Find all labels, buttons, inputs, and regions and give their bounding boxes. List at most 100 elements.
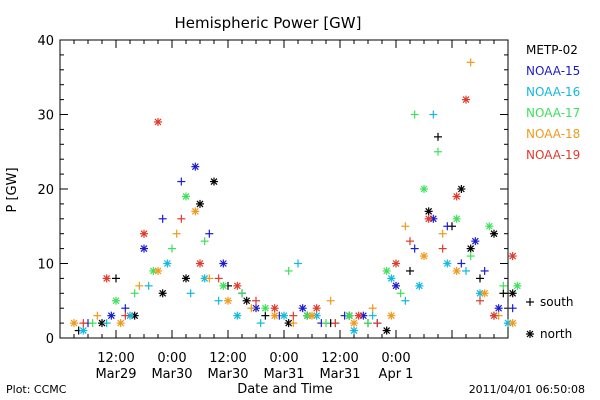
data-points <box>70 58 522 335</box>
marker-symbol-south <box>526 298 534 306</box>
point-south <box>322 319 330 328</box>
y-tick-label: 20 <box>37 183 54 198</box>
point-north <box>158 289 167 298</box>
legend-entry: NOAA-19 <box>526 148 580 162</box>
y-tick-label: 40 <box>37 34 54 49</box>
point-south <box>88 319 97 328</box>
point-south <box>102 319 111 328</box>
footer-left: Plot: CCMC <box>6 383 67 396</box>
point-south <box>158 214 167 223</box>
point-north <box>219 281 228 290</box>
point-south <box>247 304 256 313</box>
point-south <box>256 319 265 328</box>
point-south <box>130 289 139 298</box>
point-south <box>294 259 302 268</box>
point-south <box>406 266 414 275</box>
point-north <box>387 274 396 283</box>
y-tick-label: 30 <box>37 109 54 124</box>
x-tick-label-time: 0:00 <box>381 351 410 366</box>
series-noaa-19 <box>79 95 517 328</box>
point-south <box>457 259 466 268</box>
series-noaa-18 <box>70 58 517 328</box>
point-north <box>476 289 484 298</box>
series-noaa-15 <box>84 162 517 328</box>
point-north <box>79 326 88 335</box>
point-north <box>350 326 358 335</box>
point-north <box>308 311 316 320</box>
point-north <box>480 289 489 298</box>
point-south <box>373 319 382 328</box>
point-south <box>410 244 419 253</box>
point-south <box>261 311 270 320</box>
point-north <box>140 229 148 238</box>
point-north <box>182 192 190 201</box>
series-noaa-16 <box>79 110 512 335</box>
y-tick-label: 0 <box>46 332 54 347</box>
point-north <box>420 185 428 193</box>
point-north <box>392 259 400 268</box>
point-north <box>452 192 461 201</box>
point-south <box>284 266 293 275</box>
point-north <box>382 266 391 275</box>
point-south <box>172 229 181 238</box>
series-noaa-17 <box>88 110 522 328</box>
point-north <box>443 259 452 268</box>
x-tick-label-date: Mar30 <box>207 367 248 382</box>
point-north <box>191 162 200 171</box>
point-north <box>387 311 396 320</box>
point-south <box>401 296 410 305</box>
point-north <box>508 252 517 261</box>
point-north <box>200 274 209 283</box>
point-north <box>224 296 232 305</box>
x-tick-label-date: Apr 1 <box>379 367 414 382</box>
point-south <box>410 110 419 119</box>
point-north <box>415 281 424 290</box>
y-tick-label: 10 <box>37 258 54 273</box>
point-south <box>144 281 153 290</box>
legend-entry: NOAA-16 <box>526 85 580 99</box>
point-south <box>121 304 130 313</box>
x-tick-label-date: Mar31 <box>263 367 304 382</box>
point-south <box>480 266 489 275</box>
point-south <box>434 132 442 141</box>
legend-entry: NOAA-15 <box>526 64 580 78</box>
point-south <box>135 281 144 290</box>
point-north <box>154 117 162 126</box>
point-north <box>107 311 116 320</box>
point-north <box>261 304 270 313</box>
point-south <box>93 311 102 320</box>
point-north <box>191 207 200 216</box>
x-tick-label-time: 12:00 <box>321 351 358 366</box>
point-north <box>490 229 498 238</box>
y-axis-label: P [GW] <box>5 167 20 212</box>
x-tick-label-date: Mar30 <box>151 367 192 382</box>
point-north <box>457 185 466 193</box>
x-tick-label-time: 12:00 <box>97 351 134 366</box>
point-south <box>252 296 260 305</box>
point-south <box>177 214 186 223</box>
point-north <box>182 274 190 283</box>
point-south <box>476 274 484 283</box>
point-south <box>205 229 214 238</box>
y-axis: 0 10 20 30 40 <box>37 34 508 347</box>
point-north <box>382 326 391 335</box>
point-south <box>406 237 414 246</box>
point-north <box>280 311 288 320</box>
point-north <box>116 319 125 328</box>
point-south <box>466 252 475 261</box>
point-north <box>471 237 480 246</box>
point-north <box>508 319 517 328</box>
point-north <box>350 319 358 328</box>
point-south <box>434 147 442 156</box>
point-south <box>331 319 340 328</box>
point-north <box>312 304 321 313</box>
point-north <box>298 304 307 313</box>
point-north <box>163 259 172 268</box>
point-north <box>494 304 503 313</box>
point-north <box>126 311 134 320</box>
point-south <box>396 289 405 298</box>
point-north <box>466 244 475 253</box>
x-tick-label-time: 0:00 <box>157 351 186 366</box>
point-south <box>200 237 209 246</box>
point-south <box>499 281 508 290</box>
